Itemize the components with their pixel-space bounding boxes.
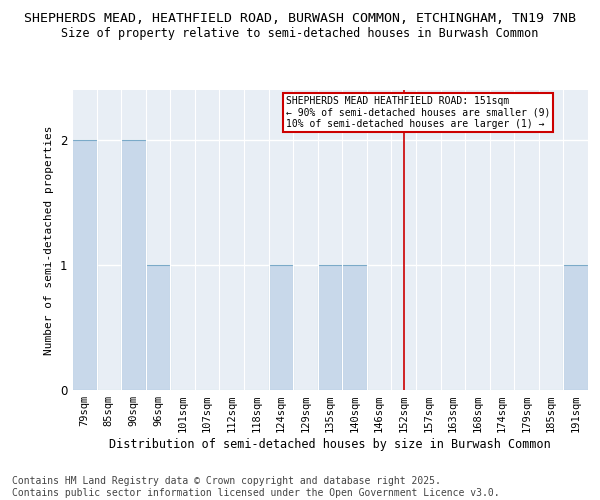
Bar [121, 140, 146, 390]
Bar [563, 265, 588, 390]
Text: SHEPHERDS MEAD, HEATHFIELD ROAD, BURWASH COMMON, ETCHINGHAM, TN19 7NB: SHEPHERDS MEAD, HEATHFIELD ROAD, BURWASH… [24, 12, 576, 26]
Text: Contains HM Land Registry data © Crown copyright and database right 2025.
Contai: Contains HM Land Registry data © Crown c… [12, 476, 500, 498]
Text: SHEPHERDS MEAD HEATHFIELD ROAD: 151sqm
← 90% of semi-detached houses are smaller: SHEPHERDS MEAD HEATHFIELD ROAD: 151sqm ←… [286, 96, 550, 130]
Bar [269, 265, 293, 390]
Bar [72, 140, 97, 390]
Bar [146, 265, 170, 390]
X-axis label: Distribution of semi-detached houses by size in Burwash Common: Distribution of semi-detached houses by … [109, 438, 551, 451]
Bar [318, 265, 342, 390]
Bar [342, 265, 367, 390]
Text: Size of property relative to semi-detached houses in Burwash Common: Size of property relative to semi-detach… [61, 28, 539, 40]
Y-axis label: Number of semi-detached properties: Number of semi-detached properties [44, 125, 54, 355]
